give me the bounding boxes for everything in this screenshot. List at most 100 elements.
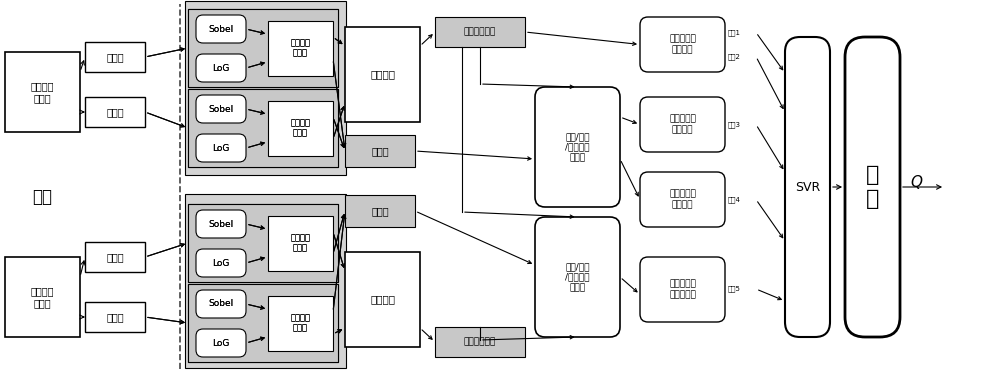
Text: 深度信息相
似性测量: 深度信息相 似性测量 bbox=[669, 35, 696, 54]
Text: 中间失真图像: 中间失真图像 bbox=[464, 337, 496, 346]
Text: 指标1: 指标1 bbox=[728, 29, 741, 36]
Text: 联合统计
梯度图: 联合统计 梯度图 bbox=[291, 38, 311, 58]
Bar bbox=[85, 302, 145, 332]
Bar bbox=[85, 97, 145, 127]
Text: 指标4: 指标4 bbox=[728, 196, 741, 203]
Text: 中间参考图像: 中间参考图像 bbox=[464, 28, 496, 36]
Bar bbox=[268, 20, 333, 76]
Text: LoG: LoG bbox=[212, 64, 230, 73]
Bar bbox=[268, 295, 333, 350]
Text: 联合统计
梯度图: 联合统计 梯度图 bbox=[291, 233, 311, 253]
Text: Sobel: Sobel bbox=[208, 105, 234, 113]
Text: LoG: LoG bbox=[212, 64, 230, 73]
Text: LoG: LoG bbox=[212, 144, 230, 153]
Text: 指标3: 指标3 bbox=[728, 121, 741, 128]
FancyBboxPatch shape bbox=[640, 97, 725, 152]
FancyBboxPatch shape bbox=[196, 329, 246, 357]
Text: LoG: LoG bbox=[212, 259, 230, 267]
Bar bbox=[188, 284, 338, 362]
Bar bbox=[188, 89, 338, 167]
FancyBboxPatch shape bbox=[196, 15, 246, 43]
Text: 参考立体
图像对: 参考立体 图像对 bbox=[31, 81, 54, 103]
FancyBboxPatch shape bbox=[640, 257, 725, 322]
FancyBboxPatch shape bbox=[196, 54, 246, 82]
Text: Sobel: Sobel bbox=[208, 219, 234, 228]
Bar bbox=[5, 257, 80, 337]
Bar bbox=[268, 100, 333, 155]
Text: LoG: LoG bbox=[212, 339, 230, 347]
Text: Sobel: Sobel bbox=[208, 219, 234, 228]
Text: LoG: LoG bbox=[212, 339, 230, 347]
Text: 联合统计
梯度图: 联合统计 梯度图 bbox=[291, 38, 311, 58]
Text: 联合统计
梯度图: 联合统计 梯度图 bbox=[291, 313, 311, 333]
Bar bbox=[188, 284, 338, 362]
FancyBboxPatch shape bbox=[845, 37, 900, 337]
Text: 视差图: 视差图 bbox=[371, 146, 389, 156]
Bar bbox=[268, 215, 333, 270]
Text: 边缘/纹理
/对比度特
征提取: 边缘/纹理 /对比度特 征提取 bbox=[565, 262, 590, 292]
FancyBboxPatch shape bbox=[196, 95, 246, 123]
Text: 联合统计
梯度图: 联合统计 梯度图 bbox=[291, 313, 311, 333]
Text: SVR: SVR bbox=[795, 180, 820, 193]
Text: 视差图: 视差图 bbox=[371, 206, 389, 216]
Bar bbox=[188, 9, 338, 87]
FancyBboxPatch shape bbox=[196, 134, 246, 162]
FancyBboxPatch shape bbox=[196, 15, 246, 43]
Bar bbox=[5, 52, 80, 132]
FancyBboxPatch shape bbox=[196, 249, 246, 277]
Text: Q: Q bbox=[910, 174, 922, 189]
Bar bbox=[268, 20, 333, 76]
Text: 联合统计
梯度图: 联合统计 梯度图 bbox=[291, 118, 311, 138]
Bar bbox=[435, 327, 525, 357]
Text: Sobel: Sobel bbox=[208, 25, 234, 33]
FancyBboxPatch shape bbox=[785, 37, 830, 337]
Bar bbox=[435, 17, 525, 47]
Text: 指标2: 指标2 bbox=[728, 53, 741, 60]
Text: 边缘/纹理
/对比度特
征提取: 边缘/纹理 /对比度特 征提取 bbox=[565, 132, 590, 162]
FancyBboxPatch shape bbox=[196, 210, 246, 238]
FancyBboxPatch shape bbox=[196, 54, 246, 82]
Text: 纹理信息相
似性测量: 纹理信息相 似性测量 bbox=[669, 190, 696, 209]
FancyBboxPatch shape bbox=[196, 134, 246, 162]
Bar bbox=[85, 242, 145, 272]
Text: 左视图: 左视图 bbox=[106, 52, 124, 62]
Text: 双目融合: 双目融合 bbox=[370, 295, 395, 305]
Bar bbox=[185, 194, 346, 368]
Text: 输入: 输入 bbox=[32, 188, 52, 206]
Bar bbox=[345, 135, 415, 167]
Text: 双目融合: 双目融合 bbox=[370, 70, 395, 80]
Bar bbox=[188, 204, 338, 282]
FancyBboxPatch shape bbox=[196, 249, 246, 277]
Text: Sobel: Sobel bbox=[208, 299, 234, 308]
FancyBboxPatch shape bbox=[196, 210, 246, 238]
Bar bbox=[185, 1, 346, 175]
Bar bbox=[345, 252, 420, 347]
FancyBboxPatch shape bbox=[196, 329, 246, 357]
Text: 对比度信息
相似性测量: 对比度信息 相似性测量 bbox=[669, 280, 696, 299]
Bar bbox=[268, 215, 333, 270]
Bar bbox=[268, 295, 333, 350]
Text: LoG: LoG bbox=[212, 144, 230, 153]
Text: LoG: LoG bbox=[212, 259, 230, 267]
Text: 联合统计
梯度图: 联合统计 梯度图 bbox=[291, 118, 311, 138]
Bar bbox=[188, 204, 338, 282]
FancyBboxPatch shape bbox=[196, 290, 246, 318]
Text: 右视图: 右视图 bbox=[106, 312, 124, 322]
Text: 边缘信息相
似性测量: 边缘信息相 似性测量 bbox=[669, 115, 696, 134]
Text: Sobel: Sobel bbox=[208, 25, 234, 33]
FancyBboxPatch shape bbox=[640, 172, 725, 227]
Bar bbox=[268, 100, 333, 155]
FancyBboxPatch shape bbox=[196, 290, 246, 318]
Bar bbox=[345, 27, 420, 122]
Text: 失真立体
图像对: 失真立体 图像对 bbox=[31, 286, 54, 308]
FancyBboxPatch shape bbox=[640, 17, 725, 72]
FancyBboxPatch shape bbox=[535, 217, 620, 337]
Text: 左视图: 左视图 bbox=[106, 252, 124, 262]
FancyBboxPatch shape bbox=[535, 87, 620, 207]
Bar bbox=[188, 89, 338, 167]
Text: Sobel: Sobel bbox=[208, 105, 234, 113]
Text: 输
出: 输 出 bbox=[866, 166, 879, 209]
Text: Sobel: Sobel bbox=[208, 299, 234, 308]
Text: 右视图: 右视图 bbox=[106, 107, 124, 117]
Bar bbox=[85, 42, 145, 72]
